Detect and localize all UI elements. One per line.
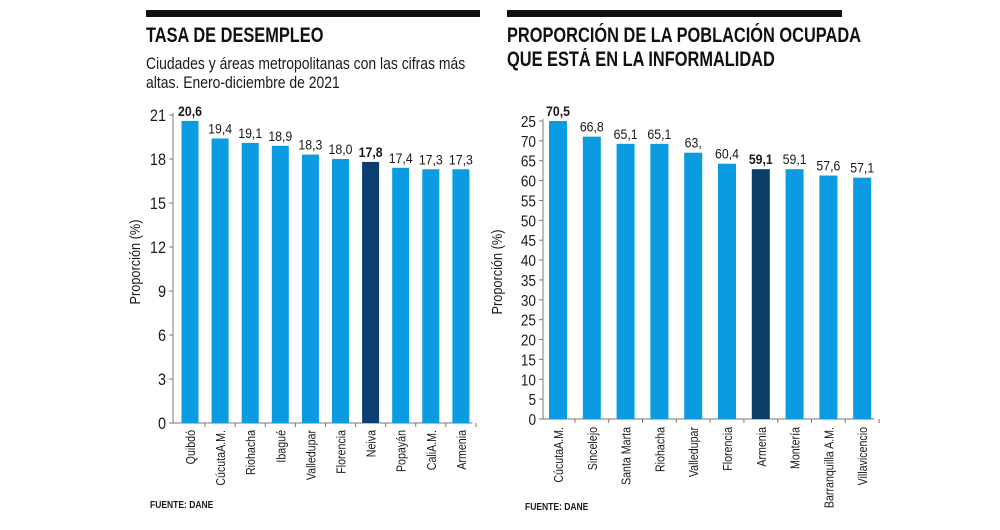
right-bar [819, 175, 838, 419]
left-y-axis-label: Proporción (%) [126, 220, 143, 305]
right-category-label: Barranquilla A.M. [821, 427, 836, 508]
right-data-label: 57,6 [816, 158, 840, 174]
right-chart-title-line2: QUE ESTÁ EN LA INFORMALIDAD [507, 48, 775, 71]
right-data-label: 65,1 [647, 126, 671, 142]
right-y-tick-label: 25 [521, 313, 536, 330]
left-data-label: 19,4 [208, 121, 232, 137]
left-bar [301, 154, 319, 423]
right-data-label: 70,5 [546, 103, 570, 119]
left-bar [392, 167, 410, 423]
left-category-label: Valledupar [303, 430, 318, 480]
right-chart-title-line1: PROPORCIÓN DE LA POBLACIÓN OCUPADA [507, 24, 862, 47]
left-category-label: Popayán [394, 430, 409, 472]
right-bar [718, 163, 736, 419]
left-y-tick-label: 21 [150, 107, 166, 125]
left-data-label: 18,3 [298, 137, 322, 153]
right-y-tick-label: 30 [521, 293, 536, 310]
left-data-label: 17,3 [419, 152, 443, 168]
right-y-tick-label: 70 [521, 134, 536, 151]
right-category-label: CúcutaA.M. [551, 427, 566, 483]
right-y-tick-label: 50 [521, 213, 536, 230]
right-data-label: 57,1 [850, 160, 874, 176]
right-bar [650, 143, 669, 419]
left-bar [181, 120, 199, 423]
left-chart-source: FUENTE: DANE [150, 500, 214, 511]
right-bar [751, 169, 770, 419]
right-category-label: Villavicencio [855, 427, 870, 486]
right-y-tick-label: 15 [521, 352, 536, 369]
left-data-label: 18,0 [329, 141, 353, 157]
right-category-label: Santa Marta [619, 427, 634, 485]
right-category-label: Sincelejo [585, 427, 600, 471]
left-bar [211, 138, 229, 423]
left-bar [271, 145, 289, 424]
right-category-label: Florencia [720, 427, 735, 471]
right-data-label: 66,8 [580, 119, 604, 135]
left-category-label: Ibagué [273, 430, 288, 463]
right-bar [785, 169, 804, 419]
right-category-label: Riohacha [652, 427, 667, 472]
right-bar [853, 177, 872, 419]
left-bar [452, 169, 470, 423]
left-y-tick-label: 15 [150, 195, 166, 213]
right-data-label: 63, [685, 135, 702, 151]
right-category-label: Armenia [754, 427, 769, 467]
left-category-label: CaliA.M. [424, 430, 439, 470]
left-category-label: Armenia [454, 430, 469, 470]
right-data-label: 59,1 [783, 151, 807, 167]
right-y-tick-label: 55 [521, 194, 536, 211]
right-data-label: 59,1 [749, 151, 773, 167]
right-y-tick-label: 5 [528, 392, 536, 409]
left-y-tick-label: 6 [158, 327, 166, 345]
right-y-tick-label: 0 [528, 412, 536, 429]
left-chart-title: TASA DE DESEMPLEO [146, 24, 324, 47]
left-data-label: 19,1 [238, 125, 262, 141]
left-data-label: 17,3 [449, 152, 473, 168]
right-y-tick-label: 10 [521, 372, 536, 389]
left-chart-subtitle-line2: altas. Enero-diciembre de 2021 [146, 73, 340, 92]
left-chart-subtitle-line1: Ciudades y áreas metropolitanas con las … [146, 54, 466, 73]
left-category-label: Neiva [364, 430, 379, 458]
left-data-label: 17,8 [359, 144, 383, 160]
left-y-tick-label: 0 [158, 415, 166, 433]
right-bar [582, 136, 601, 419]
left-title-rule [146, 10, 480, 17]
right-y-tick-label: 45 [521, 233, 536, 250]
right-data-label: 60,4 [715, 146, 739, 162]
left-y-tick-label: 18 [150, 151, 166, 169]
left-bar [422, 169, 440, 423]
right-y-tick-label: 40 [521, 253, 536, 270]
left-category-label: Florencia [333, 430, 348, 474]
right-bar [549, 121, 567, 419]
left-data-label: 18,9 [268, 128, 292, 144]
right-chart-source: FUENTE: DANE [525, 502, 589, 513]
right-y-tick-label: 35 [521, 273, 536, 290]
right-bar [616, 143, 635, 419]
left-category-label: Quibdó [183, 430, 198, 465]
right-title-rule [507, 10, 842, 17]
left-data-label: 17,4 [389, 150, 413, 166]
left-bar [241, 142, 259, 423]
right-y-tick-label: 65 [521, 154, 536, 171]
left-y-tick-label: 3 [158, 371, 166, 389]
left-category-label: Riohacha [243, 430, 258, 475]
right-category-label: Montería [788, 427, 803, 469]
left-category-label: CúcutaA.M. [213, 430, 228, 486]
right-bar [684, 152, 703, 419]
left-data-label: 20,6 [178, 103, 202, 119]
right-y-tick-label: 20 [521, 333, 536, 350]
left-y-tick-label: 9 [158, 283, 166, 301]
left-y-tick-label: 12 [150, 239, 166, 257]
right-y-tick-label: 25 [521, 114, 536, 131]
right-y-tick-label: 60 [521, 174, 536, 191]
left-bar [362, 161, 380, 423]
right-data-label: 65,1 [614, 126, 638, 142]
left-bar [332, 159, 349, 423]
right-y-axis-label: Proporción (%) [488, 230, 505, 315]
right-category-label: Valledupar [686, 427, 701, 477]
